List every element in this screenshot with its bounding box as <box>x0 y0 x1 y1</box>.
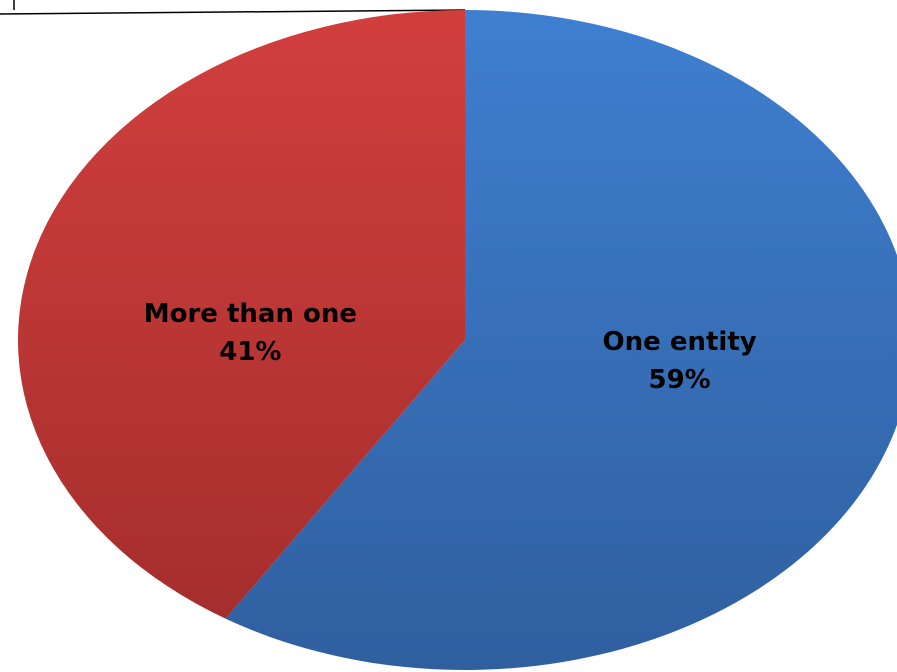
pie-slice-more-than-one <box>18 10 466 619</box>
pie-slice-one-entity <box>225 10 897 670</box>
slice-label-name: One entity <box>603 327 757 357</box>
slice-label-value: 41% <box>219 337 281 367</box>
frame-top-line <box>0 9 466 15</box>
slice-label-name: More than one <box>144 299 357 329</box>
slice-label-value: 59% <box>649 365 711 395</box>
